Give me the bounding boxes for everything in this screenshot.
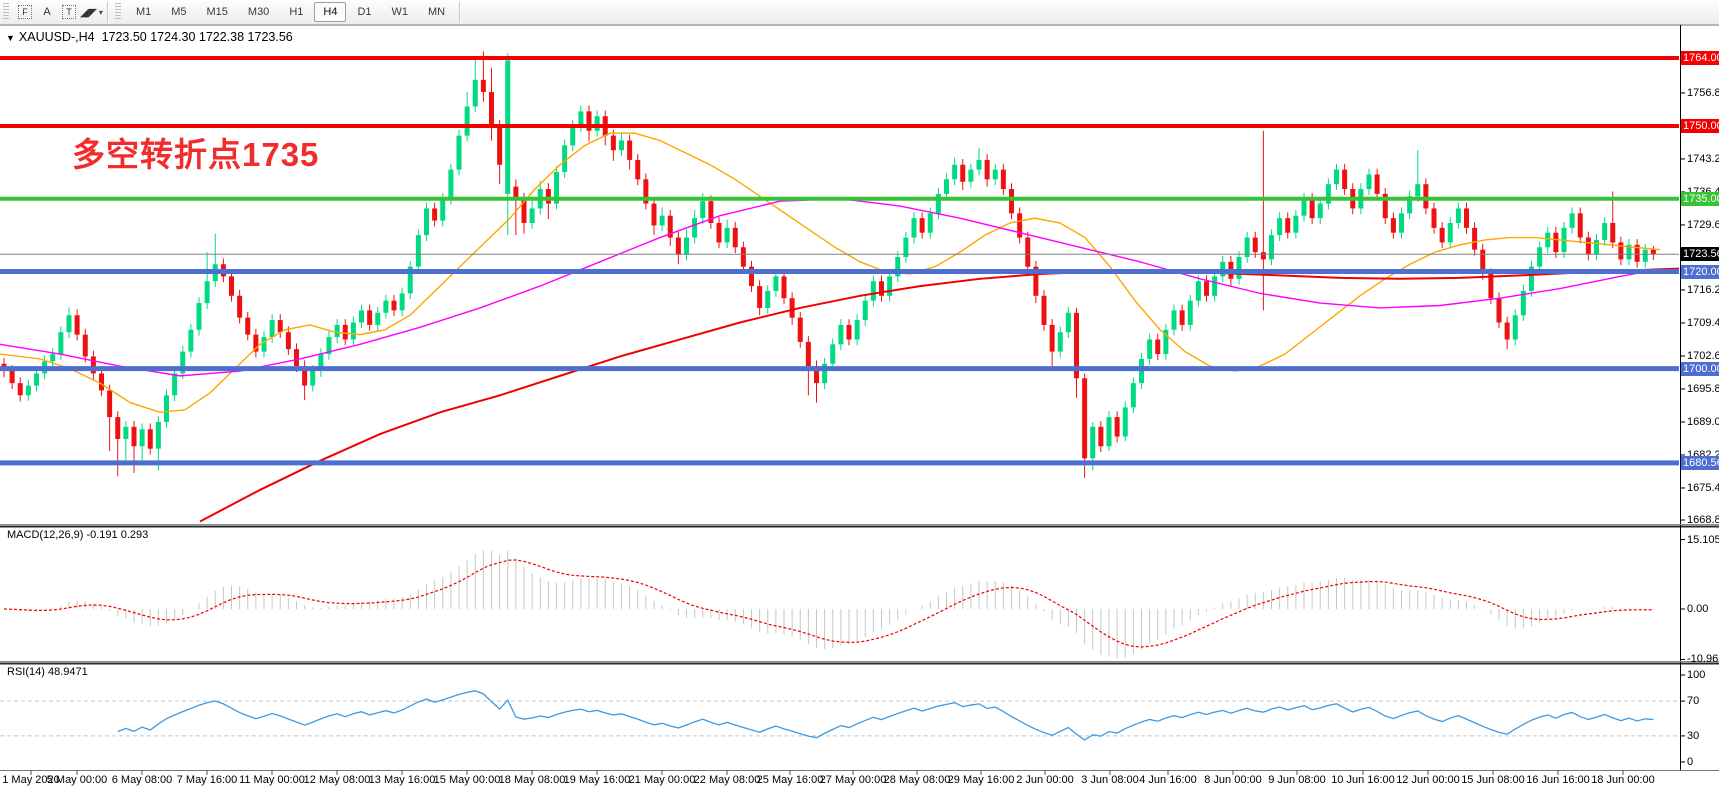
time-label: 3 Jun 08:00 bbox=[1081, 774, 1139, 786]
macd-signal-line bbox=[3, 559, 1654, 648]
macd-tick-15.105: 15.105 bbox=[1687, 533, 1719, 546]
level-badge-1750.00: 1750.00 bbox=[1681, 118, 1719, 133]
time-label: 12 Jun 00:00 bbox=[1396, 774, 1460, 786]
time-label: 28 May 08:00 bbox=[883, 774, 951, 786]
macd-tick-0.00: 0.00 bbox=[1687, 603, 1709, 615]
price-tick-1668.80: 1668.80 bbox=[1687, 514, 1719, 526]
tf-button-H1[interactable]: H1 bbox=[289, 6, 304, 18]
panel-frame bbox=[0, 25, 1719, 775]
toolbar-grip-2[interactable] bbox=[114, 3, 121, 21]
time-label: 21 May 00:00 bbox=[628, 774, 696, 786]
time-label: 18 May 08:00 bbox=[498, 774, 566, 786]
level-badge-1764.00: 1764.00 bbox=[1681, 51, 1719, 65]
tf-button-W1[interactable]: W1 bbox=[391, 6, 409, 18]
chart-title: ▼ XAUUSD-,H4 1723.50 1724.30 1722.38 1723… bbox=[6, 30, 293, 44]
rsi-tick-0: 0 bbox=[1687, 756, 1694, 768]
time-label: 25 May 16:00 bbox=[756, 774, 824, 786]
time-label: 7 May 16:00 bbox=[176, 774, 238, 786]
tf-button-M1[interactable]: M1 bbox=[135, 6, 152, 18]
time-label: 16 Jun 16:00 bbox=[1526, 774, 1590, 786]
tf-button-D1[interactable]: D1 bbox=[357, 6, 372, 18]
text-label-tool-icon[interactable]: A bbox=[36, 2, 58, 23]
drawing-tools-group: F A T ◢◤ ▾ bbox=[14, 2, 103, 23]
dropdown-caret-icon[interactable]: ▾ bbox=[98, 7, 103, 17]
time-label: 22 May 08:00 bbox=[693, 774, 761, 786]
tf-button-H4[interactable]: H4 bbox=[314, 2, 347, 22]
fibonacci-tool-icon[interactable]: F bbox=[14, 2, 36, 23]
price-tick-1743.20: 1743.20 bbox=[1687, 152, 1719, 165]
price-tick-1695.80: 1695.80 bbox=[1687, 382, 1719, 395]
timeframe-group: M1 M5 M15 M30 H1 H4 D1 W1 MN bbox=[126, 2, 455, 22]
time-label: 5 May 00:00 bbox=[46, 774, 108, 786]
time-label: 18 Jun 00:00 bbox=[1591, 774, 1655, 786]
toolbar-grip[interactable] bbox=[3, 3, 9, 21]
arrows-tool-glyph: ◢◤ bbox=[80, 6, 97, 19]
price-tick-1675.40: 1675.40 bbox=[1687, 481, 1719, 494]
price-tick-1689.00: 1689.00 bbox=[1687, 415, 1719, 428]
time-label: 27 May 00:00 bbox=[819, 774, 887, 786]
ma-mid-magenta bbox=[0, 198, 1661, 377]
level-badge-1735.00: 1735.00 bbox=[1681, 191, 1719, 206]
tf-button-M15[interactable]: M15 bbox=[206, 6, 228, 18]
fibonacci-tool-glyph: F bbox=[18, 5, 32, 19]
price-tick-1709.40: 1709.40 bbox=[1687, 316, 1719, 329]
level-badge-1720.00: 1720.00 bbox=[1681, 264, 1719, 279]
candlesticks bbox=[1, 51, 1656, 478]
time-label: 15 Jun 08:00 bbox=[1461, 774, 1525, 786]
price-tick-1716.20: 1716.20 bbox=[1687, 283, 1719, 296]
macd-label: MACD(12,26,9) -0.191 0.293 bbox=[7, 529, 149, 541]
time-label: 9 Jun 08:00 bbox=[1268, 774, 1326, 786]
collapse-icon[interactable]: ▼ bbox=[6, 33, 15, 43]
text-label-tool-glyph: A bbox=[43, 6, 51, 18]
price-tick-1729.60: 1729.60 bbox=[1687, 218, 1719, 231]
time-label: 10 Jun 16:00 bbox=[1331, 774, 1395, 786]
time-label: 15 May 00:00 bbox=[433, 774, 501, 786]
rsi-line bbox=[0, 690, 1679, 741]
time-label: 4 Jun 16:00 bbox=[1139, 774, 1197, 786]
time-label: 2 Jun 00:00 bbox=[1016, 774, 1074, 786]
time-label: 8 Jun 00:00 bbox=[1204, 774, 1262, 786]
time-label: 13 May 16:00 bbox=[368, 774, 436, 786]
toolbar-separator-2 bbox=[459, 1, 461, 23]
tf-button-M30[interactable]: M30 bbox=[247, 6, 270, 18]
price-tick-1756.80: 1756.80 bbox=[1687, 86, 1719, 99]
toolbar-separator bbox=[106, 1, 108, 23]
text-tool-icon[interactable]: T bbox=[58, 2, 80, 23]
rsi-label: RSI(14) 48.9471 bbox=[7, 666, 88, 678]
chart-title-text: XAUUSD-,H4 1723.50 1724.30 1722.38 1723.… bbox=[18, 30, 293, 44]
time-label: 29 May 16:00 bbox=[947, 774, 1015, 786]
toolbar: F A T ◢◤ ▾ M1 M5 M15 M30 H1 H4 D1 W1 MN bbox=[0, 0, 1719, 25]
rsi-tick-100: 100 bbox=[1687, 669, 1706, 681]
time-label: 19 May 16:00 bbox=[563, 774, 631, 786]
text-tool-glyph: T bbox=[62, 5, 76, 19]
rsi-tick-30: 30 bbox=[1687, 729, 1700, 742]
level-badge-1700.00: 1700.00 bbox=[1681, 361, 1719, 376]
macd-histogram bbox=[11, 550, 1654, 659]
time-label: 1 May 2020 bbox=[2, 774, 60, 786]
annotation-text: 多空转折点1735 bbox=[72, 136, 320, 173]
rsi-tick-70: 70 bbox=[1687, 695, 1700, 708]
time-label: 6 May 08:00 bbox=[111, 774, 173, 786]
tf-button-MN[interactable]: MN bbox=[428, 6, 446, 18]
arrows-tool-icon[interactable]: ◢◤ ▾ bbox=[80, 2, 103, 23]
current-price-badge: 1723.56 bbox=[1681, 247, 1719, 262]
ma-slow-red bbox=[199, 267, 1679, 523]
macd-tick--10.963: -10.963 bbox=[1687, 653, 1719, 666]
time-label: 11 May 00:00 bbox=[239, 774, 305, 786]
price-tick-1702.60: 1702.60 bbox=[1687, 349, 1719, 362]
tf-button-M5[interactable]: M5 bbox=[171, 6, 187, 18]
time-label: 12 May 08:00 bbox=[303, 774, 371, 786]
level-badge-1680.56: 1680.56 bbox=[1681, 455, 1719, 470]
level-lines[interactable] bbox=[0, 56, 1679, 466]
